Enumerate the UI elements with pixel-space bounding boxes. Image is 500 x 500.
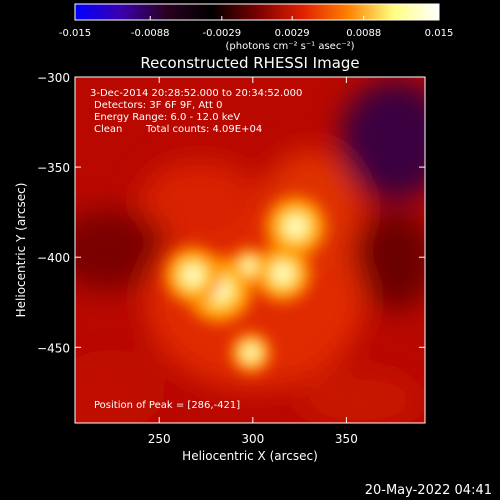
x-tick-label: 300 xyxy=(241,432,264,446)
colorbar-tick-label: 0.0088 xyxy=(346,28,381,39)
timestamp: 20-May-2022 04:41 xyxy=(365,483,492,498)
emission-sources xyxy=(164,195,327,374)
x-axis-label: Heliocentric X (arcsec) xyxy=(182,449,318,463)
x-tick-label: 350 xyxy=(335,432,358,446)
axis-ticks: 250 300 350 −300 −350 −400 −450 xyxy=(37,71,425,446)
y-axis-label: Heliocentric Y (arcsec) xyxy=(14,183,28,318)
x-tick-label: 250 xyxy=(148,432,171,446)
y-tick-label: −450 xyxy=(37,341,70,355)
source-core xyxy=(285,215,307,238)
time-range-label: 3-Dec-2014 20:28:52.000 to 20:34:52.000 xyxy=(90,88,302,99)
colorbar-tick-label: -0.0029 xyxy=(203,28,242,39)
y-tick-label: −350 xyxy=(37,161,70,175)
source-core xyxy=(272,263,293,284)
colorbar-tick-label: -0.0088 xyxy=(131,28,170,39)
colorbar-tick-label: 0.015 xyxy=(425,28,454,39)
clean-label: Clean xyxy=(94,124,122,135)
source-core xyxy=(242,259,256,273)
colorbar-ticks: -0.015 -0.0088 -0.0029 0.0029 0.0088 0.015 xyxy=(59,16,453,39)
y-tick-label: −300 xyxy=(37,71,70,85)
chart-title: Reconstructed RHESSI Image xyxy=(140,54,359,72)
total-counts-label: Total counts: 4.09E+04 xyxy=(145,124,262,135)
colorbar xyxy=(74,3,440,21)
peak-position-label: Position of Peak = [286,-421] xyxy=(94,400,240,411)
colorbar-tick-label: 0.0029 xyxy=(275,28,310,39)
source-core xyxy=(243,345,259,360)
colorbar-tick-label: -0.015 xyxy=(59,28,91,39)
detectors-label: Detectors: 3F 6F 9F, Att 0 xyxy=(94,100,222,111)
energy-range-label: Energy Range: 6.0 - 12.0 keV xyxy=(94,112,240,123)
colorbar-units: (photons cm⁻² s⁻¹ asec⁻²) xyxy=(225,41,354,52)
source-core xyxy=(182,265,204,286)
plot-frame xyxy=(74,76,426,424)
y-tick-label: −400 xyxy=(37,251,70,265)
image-area xyxy=(75,77,425,423)
